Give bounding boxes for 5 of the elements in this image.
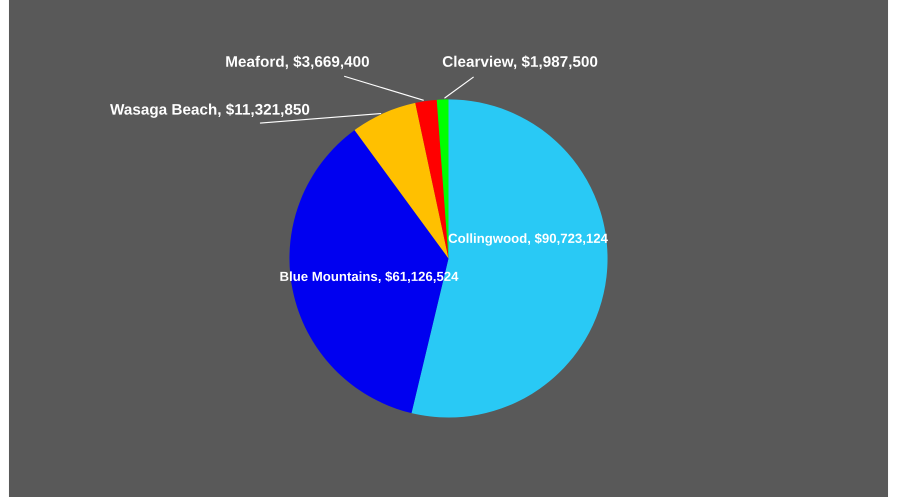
pie-slice <box>354 102 448 258</box>
slice-label: Meaford, $3,669,400 <box>226 55 369 70</box>
pie-slice <box>415 100 448 258</box>
slice-label: Wasaga Beach, $11,321,850 <box>110 103 310 118</box>
slice-label: Clearview, $1,987,500 <box>442 55 598 70</box>
